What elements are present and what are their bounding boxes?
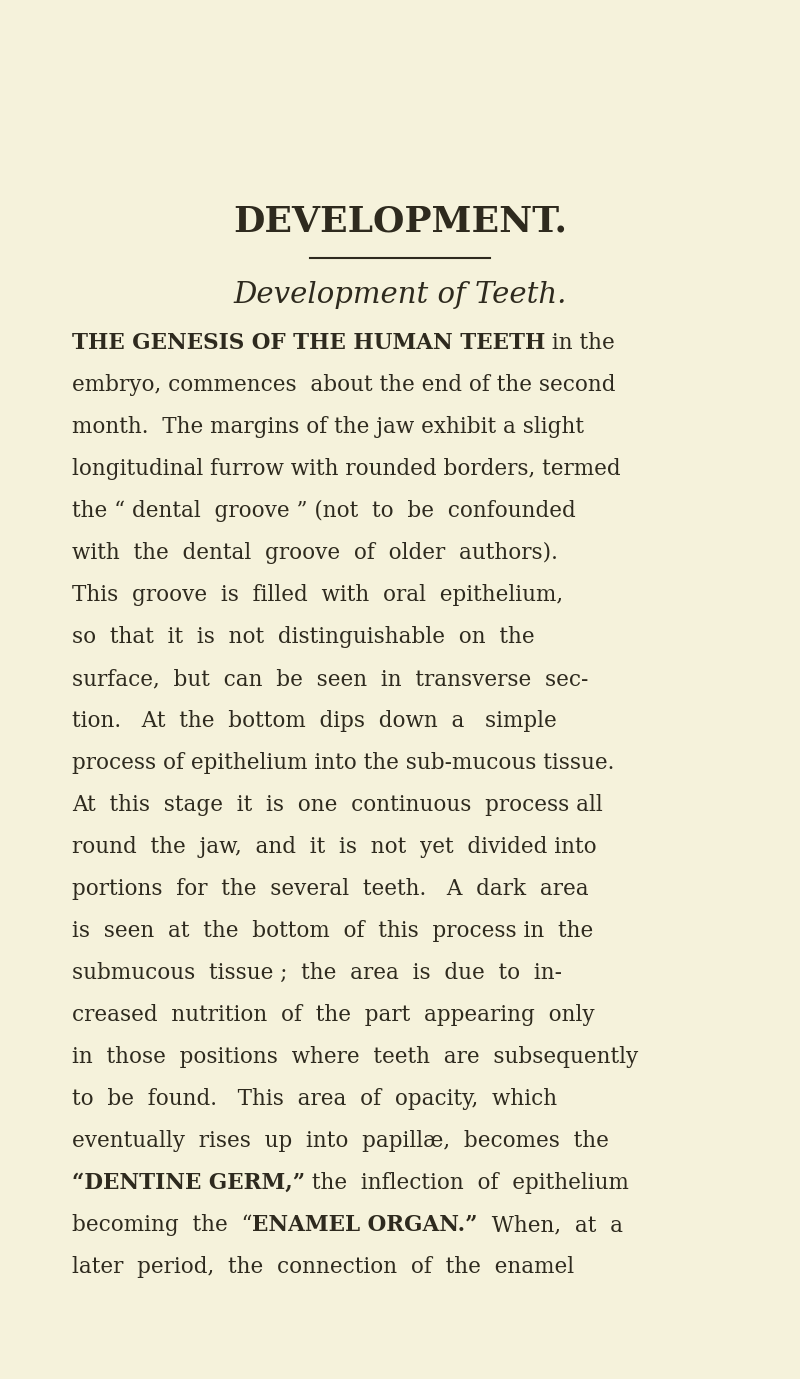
Text: portions  for  the  several  teeth.   A  dark  area: portions for the several teeth. A dark a… — [72, 878, 589, 900]
Text: later  period,  the  connection  of  the  enamel: later period, the connection of the enam… — [72, 1256, 574, 1278]
Text: in the: in the — [546, 332, 615, 354]
Text: This  groove  is  filled  with  oral  epithelium,: This groove is filled with oral epitheli… — [72, 583, 563, 605]
Text: tion.   At  the  bottom  dips  down  a   simple: tion. At the bottom dips down a simple — [72, 710, 557, 732]
Text: month.  The margins of the jaw exhibit a slight: month. The margins of the jaw exhibit a … — [72, 416, 584, 439]
Text: to  be  found.   This  area  of  opacity,  which: to be found. This area of opacity, which — [72, 1088, 557, 1110]
Text: is  seen  at  the  bottom  of  this  process in  the: is seen at the bottom of this process in… — [72, 920, 594, 942]
Text: embryo, commences  about the end of the second: embryo, commences about the end of the s… — [72, 374, 615, 396]
Text: round  the  jaw,  and  it  is  not  yet  divided into: round the jaw, and it is not yet divided… — [72, 836, 597, 858]
Text: submucous  tissue ;  the  area  is  due  to  in-: submucous tissue ; the area is due to in… — [72, 963, 562, 985]
Text: At  this  stage  it  is  one  continuous  process all: At this stage it is one continuous proce… — [72, 794, 602, 816]
Text: ENAMEL ORGAN.”: ENAMEL ORGAN.” — [253, 1214, 478, 1236]
Text: the “ dental  groove ” (not  to  be  confounded: the “ dental groove ” (not to be confoun… — [72, 501, 576, 523]
Text: THE GENESIS OF THE HUMAN TEETH: THE GENESIS OF THE HUMAN TEETH — [72, 332, 546, 354]
Text: surface,  but  can  be  seen  in  transverse  sec-: surface, but can be seen in transverse s… — [72, 667, 588, 690]
Text: DEVELOPMENT.: DEVELOPMENT. — [233, 205, 567, 239]
Text: process of epithelium into the sub-mucous tissue.: process of epithelium into the sub-mucou… — [72, 752, 614, 774]
Text: with  the  dental  groove  of  older  authors).: with the dental groove of older authors)… — [72, 542, 558, 564]
Text: in  those  positions  where  teeth  are  subsequently: in those positions where teeth are subse… — [72, 1047, 638, 1067]
Text: “DENTINE GERM,”: “DENTINE GERM,” — [72, 1172, 305, 1194]
Text: Development of Teeth.: Development of Teeth. — [234, 281, 566, 309]
Text: so  that  it  is  not  distinguishable  on  the: so that it is not distinguishable on the — [72, 626, 534, 648]
Text: longitudinal furrow with rounded borders, termed: longitudinal furrow with rounded borders… — [72, 458, 621, 480]
Text: creased  nutrition  of  the  part  appearing  only: creased nutrition of the part appearing … — [72, 1004, 594, 1026]
Text: the  inflection  of  epithelium: the inflection of epithelium — [305, 1172, 629, 1194]
Text: becoming  the  “: becoming the “ — [72, 1214, 253, 1236]
Text: When,  at  a: When, at a — [478, 1214, 623, 1236]
Text: eventually  rises  up  into  papillæ,  becomes  the: eventually rises up into papillæ, become… — [72, 1129, 609, 1151]
